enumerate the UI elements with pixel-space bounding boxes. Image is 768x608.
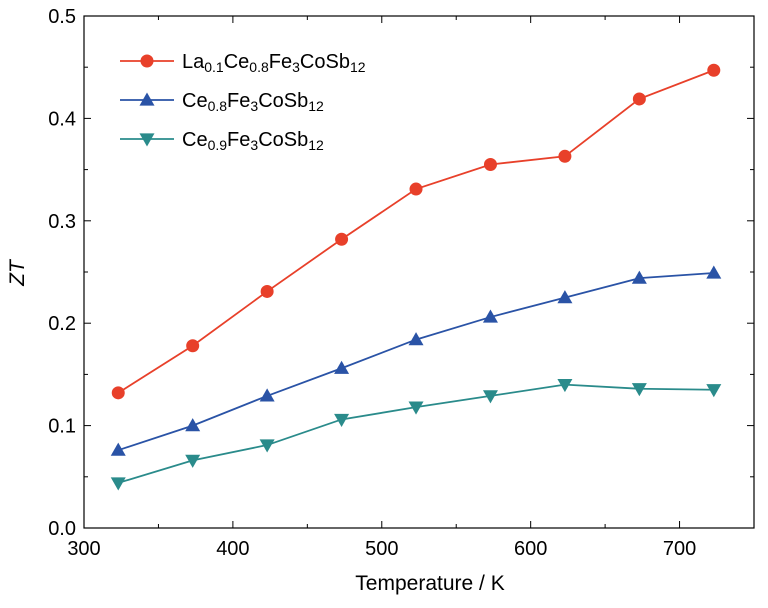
series-1 bbox=[111, 63, 721, 400]
legend-marker bbox=[139, 133, 155, 147]
y-tick-label: 0.2 bbox=[48, 313, 76, 335]
legend-text-part: CoSb bbox=[258, 129, 308, 151]
legend-text-part: Fe bbox=[269, 51, 292, 73]
series-2 bbox=[110, 265, 722, 456]
data-point bbox=[631, 383, 647, 397]
data-point bbox=[557, 379, 573, 393]
legend-subscript: 12 bbox=[350, 59, 366, 75]
series-line bbox=[117, 383, 714, 484]
legend: La0.1Ce0.8Fe3CoSb12Ce0.8Fe3CoSb12Ce0.9Fe… bbox=[120, 51, 366, 153]
legend-subscript: 12 bbox=[308, 98, 324, 114]
legend-text-part: Ce bbox=[224, 51, 250, 73]
legend-text-part: CoSb bbox=[258, 90, 308, 112]
y-axis-ticks: 0.0 0.1 0.2 0.3 0.4 0.5 bbox=[48, 6, 754, 540]
data-point bbox=[335, 232, 349, 246]
legend-subscript: 3 bbox=[292, 59, 300, 75]
data-point bbox=[111, 386, 125, 400]
data-point bbox=[482, 390, 498, 404]
legend-entry-1: La0.1Ce0.8Fe3CoSb12 bbox=[120, 51, 366, 75]
y-tick-label: 0.1 bbox=[48, 416, 76, 438]
data-point bbox=[259, 388, 275, 402]
series-line bbox=[117, 272, 714, 452]
legend-marker bbox=[139, 92, 155, 106]
x-tick-label: 400 bbox=[216, 538, 249, 560]
data-point bbox=[483, 157, 497, 171]
legend-subscript: 0.8 bbox=[208, 98, 228, 114]
legend-subscript: 0.8 bbox=[249, 59, 269, 75]
data-point bbox=[259, 439, 275, 453]
legend-subscript: 0.9 bbox=[208, 137, 228, 153]
data-point bbox=[110, 442, 126, 456]
data-point bbox=[409, 182, 423, 196]
legend-entry-2: Ce0.8Fe3CoSb12 bbox=[120, 90, 324, 114]
legend-text-part: Fe bbox=[227, 129, 250, 151]
data-point bbox=[408, 401, 424, 415]
x-tick-label: 600 bbox=[514, 538, 547, 560]
data-point bbox=[260, 284, 274, 298]
legend-subscript: 3 bbox=[250, 137, 258, 153]
data-point bbox=[408, 332, 424, 346]
y-tick-label: 0.3 bbox=[48, 211, 76, 233]
x-tick-label: 300 bbox=[67, 538, 100, 560]
data-point bbox=[557, 290, 573, 304]
legend-text-part: Ce bbox=[182, 90, 208, 112]
x-tick-label: 500 bbox=[365, 538, 398, 560]
legend-subscript: 12 bbox=[308, 137, 324, 153]
data-point bbox=[632, 92, 646, 106]
data-point bbox=[334, 413, 350, 427]
legend-entry-3: Ce0.9Fe3CoSb12 bbox=[120, 129, 324, 153]
y-axis-title: ZT bbox=[6, 258, 29, 287]
data-point bbox=[706, 384, 722, 398]
data-point bbox=[482, 309, 498, 323]
data-point bbox=[631, 270, 647, 284]
x-axis-ticks: 300 400 500 600 700 bbox=[67, 16, 755, 560]
series-layer bbox=[110, 63, 722, 491]
legend-text-part: Ce bbox=[182, 129, 208, 151]
legend-text-part: Fe bbox=[227, 90, 250, 112]
legend-text-part: CoSb bbox=[300, 51, 350, 73]
x-tick-label: 700 bbox=[663, 538, 696, 560]
data-point bbox=[706, 265, 722, 279]
legend-subscript: 0.1 bbox=[204, 59, 224, 75]
y-tick-label: 0.0 bbox=[48, 518, 76, 540]
legend-label: Ce0.8Fe3CoSb12 bbox=[182, 90, 324, 114]
legend-marker bbox=[140, 54, 154, 68]
data-point bbox=[558, 149, 572, 163]
x-axis-title: Temperature / K bbox=[355, 572, 504, 595]
data-point bbox=[185, 454, 201, 468]
data-point bbox=[186, 339, 200, 353]
data-point bbox=[707, 63, 721, 77]
data-point bbox=[334, 360, 350, 374]
y-tick-label: 0.4 bbox=[48, 108, 76, 130]
series-3 bbox=[110, 379, 722, 491]
legend-text-part: La bbox=[182, 51, 205, 73]
y-tick-label: 0.5 bbox=[48, 6, 76, 28]
data-point bbox=[110, 477, 126, 491]
legend-label: La0.1Ce0.8Fe3CoSb12 bbox=[182, 51, 366, 75]
data-point bbox=[185, 418, 201, 432]
legend-subscript: 3 bbox=[250, 98, 258, 114]
legend-label: Ce0.9Fe3CoSb12 bbox=[182, 129, 324, 153]
